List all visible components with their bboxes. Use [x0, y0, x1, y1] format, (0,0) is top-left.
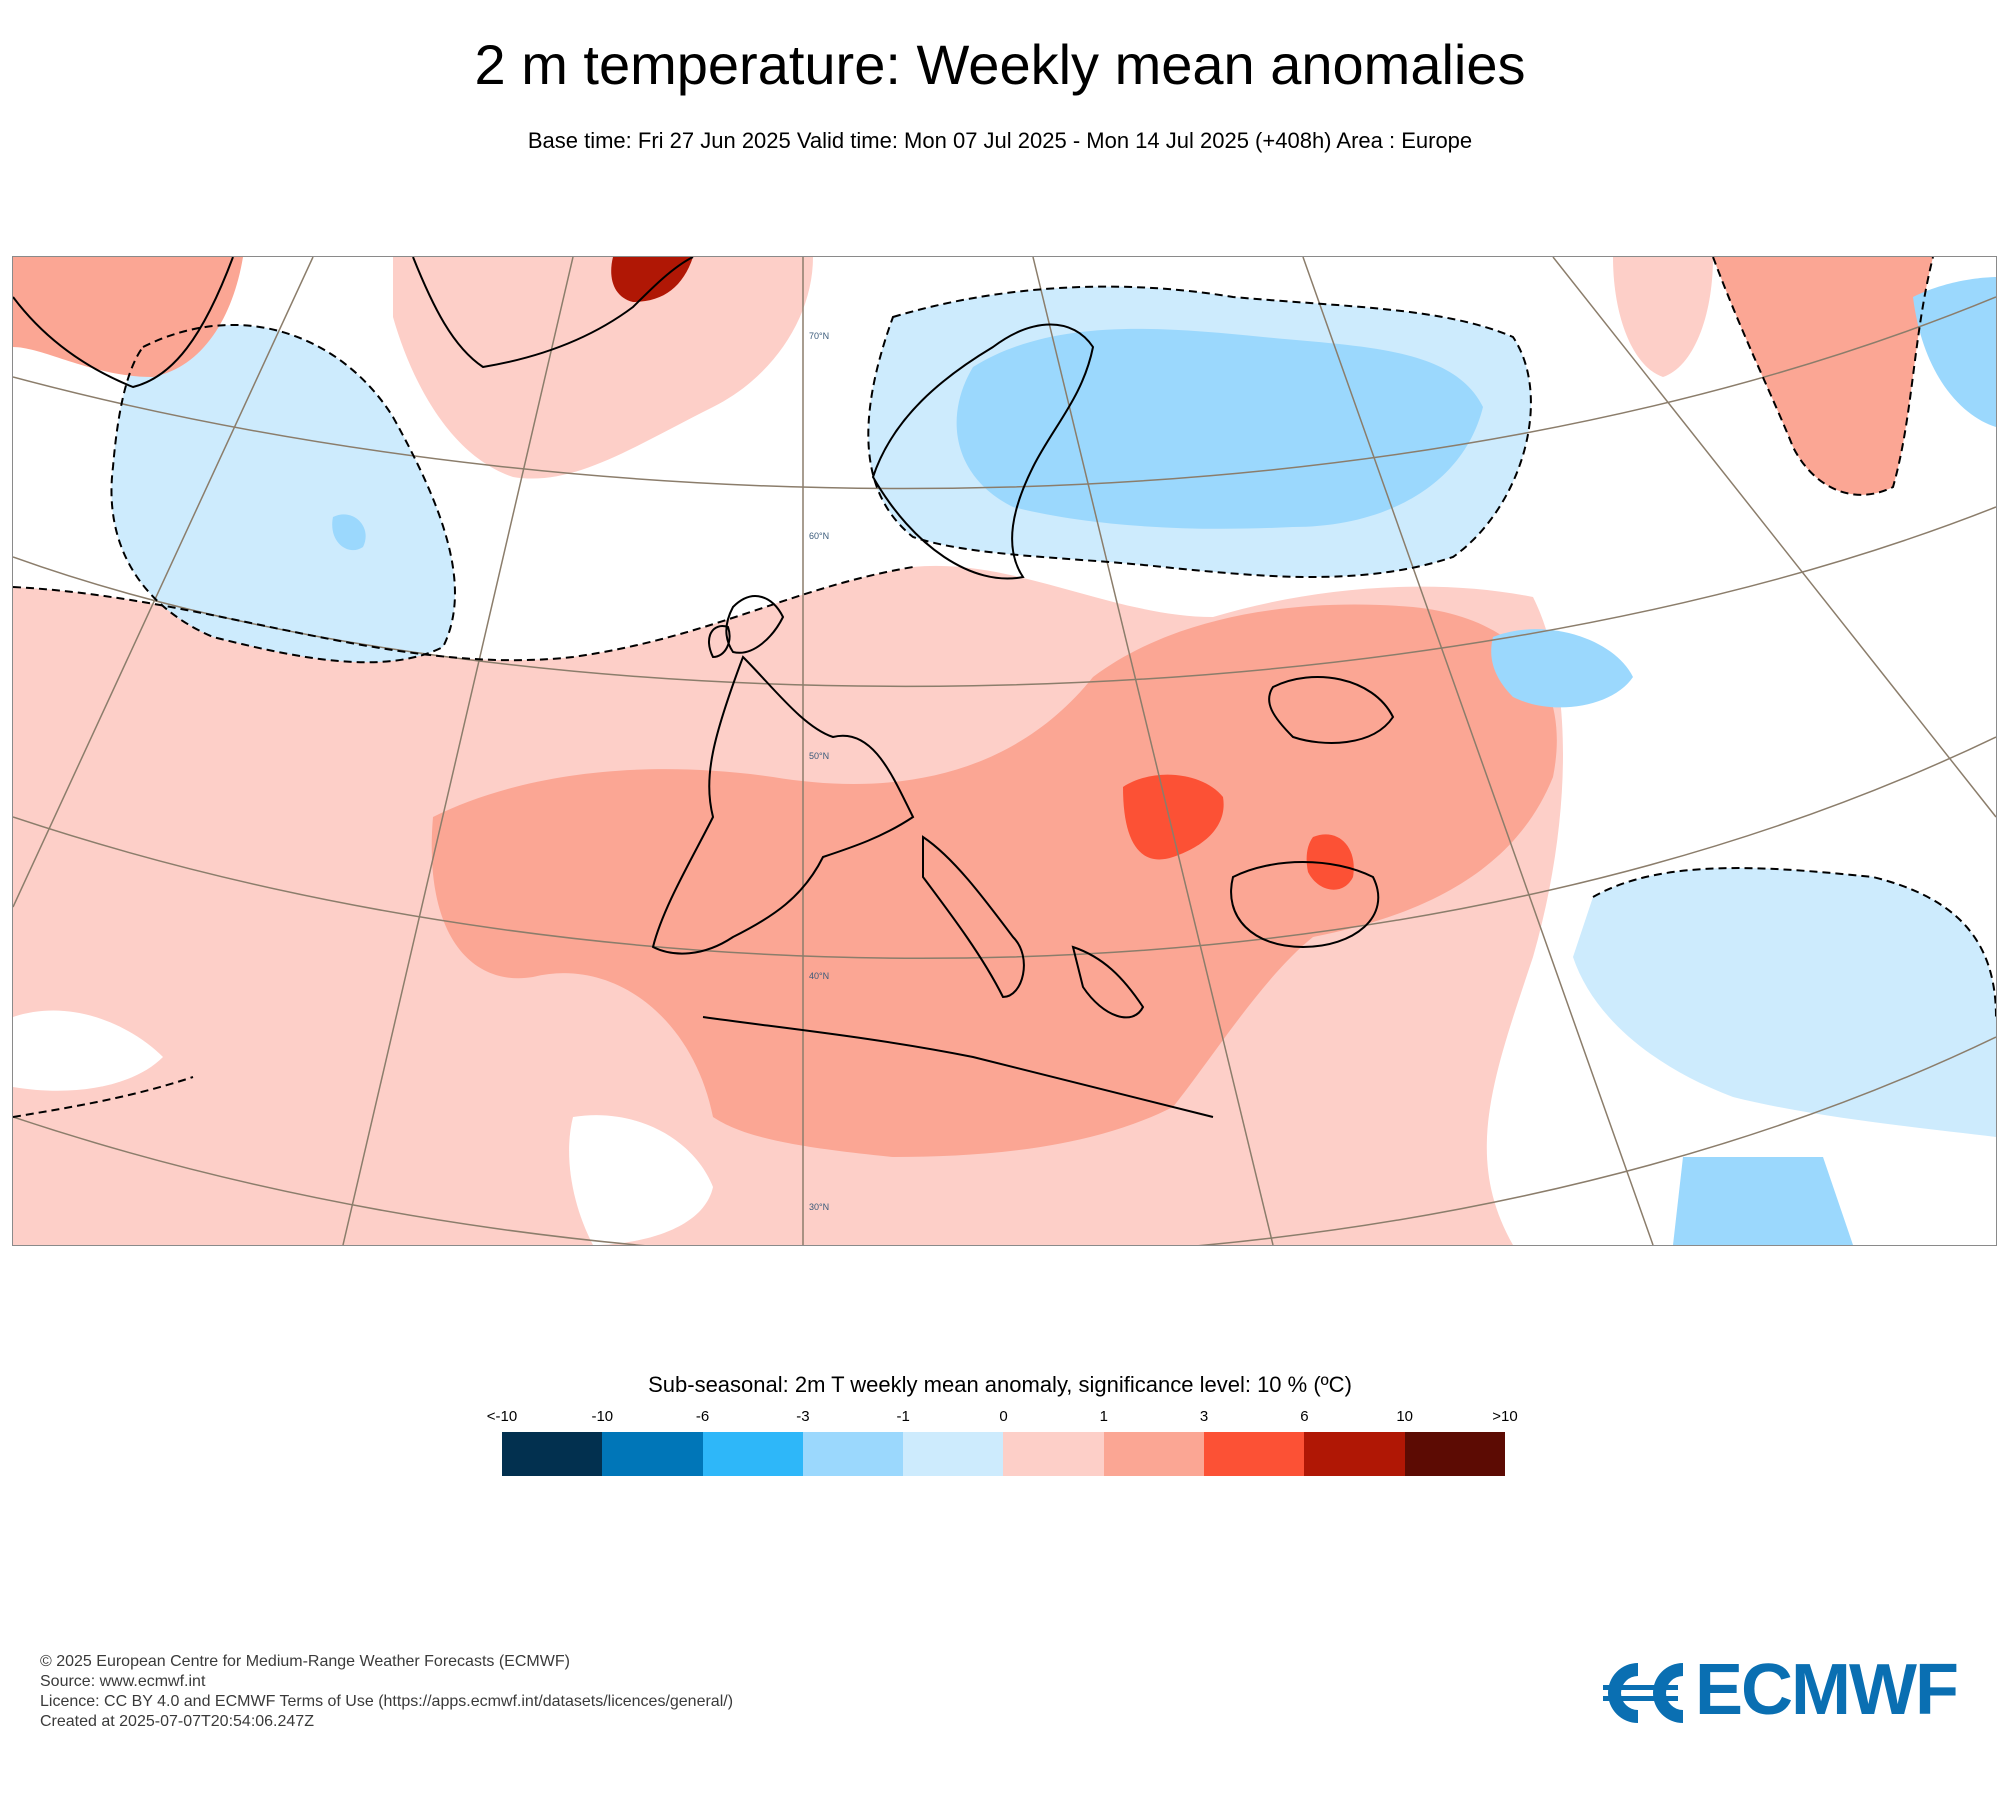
anomaly-region-greenland-warm	[393, 257, 813, 479]
chart-subtitle: Base time: Fri 27 Jun 2025 Valid time: M…	[527, 128, 1473, 153]
anomaly-region-balkan-hot	[1123, 774, 1224, 860]
legend-swatch	[602, 1432, 703, 1476]
legend-swatch	[1103, 1432, 1205, 1476]
footer-source: Source: www.ecmwf.int	[40, 1673, 206, 1690]
legend-swatch	[802, 1432, 904, 1476]
footer-copyright: © 2025 European Centre for Medium-Range …	[40, 1653, 570, 1670]
anomaly-region-asia-cool	[1573, 868, 1996, 1137]
legend-swatch	[1304, 1432, 1405, 1476]
lat-label-70n: 70°N	[809, 331, 829, 341]
legend-title: Sub-seasonal: 2m T weekly mean anomaly, …	[648, 1372, 1352, 1397]
graticule	[13, 257, 1996, 1245]
lat-label-40n: 40°N	[809, 971, 829, 981]
chart-title: 2 m temperature: Weekly mean anomalies	[474, 33, 1526, 96]
legend-label: -1	[896, 1408, 910, 1425]
legend-label: <-10	[486, 1408, 518, 1425]
legend-label: 0	[999, 1408, 1008, 1425]
legend-label: -3	[796, 1408, 810, 1425]
footer-created: Created at 2025-07-07T20:54:06.247Z	[40, 1713, 314, 1730]
logo-text: ECMWF	[1695, 1650, 1959, 1730]
legend-swatch	[903, 1432, 1004, 1476]
legend-label: 1	[1099, 1408, 1108, 1425]
legend-label: -10	[591, 1408, 614, 1425]
legend-label: >10	[1492, 1408, 1518, 1425]
ecmwf-logo-icon	[1603, 1663, 1683, 1723]
legend-label: -6	[695, 1408, 710, 1425]
anomaly-region-blacksea-hot	[1306, 834, 1354, 890]
legend-label: 10	[1396, 1408, 1414, 1425]
lat-label-30n: 30°N	[809, 1202, 829, 1212]
footer-licence: Licence: CC BY 4.0 and ECMWF Terms of Us…	[40, 1693, 734, 1710]
legend-swatch	[1204, 1432, 1305, 1476]
significance-contours	[13, 257, 1996, 1118]
footer-credits: © 2025 European Centre for Medium-Range …	[40, 1652, 733, 1732]
legend-swatch	[1404, 1432, 1505, 1476]
legend-labels: <-10 -10 -6 -3 -1 0 1 3 6 10 >10	[487, 1408, 1518, 1428]
legend-swatch	[702, 1432, 803, 1476]
legend-swatch	[502, 1432, 603, 1476]
coastlines	[13, 257, 1395, 1118]
lat-label-60n: 60°N	[809, 531, 829, 541]
legend-swatch	[1003, 1432, 1104, 1476]
anomaly-region-atlantic-cool	[111, 324, 455, 663]
legend-colorbar	[502, 1432, 1505, 1476]
legend-label: 6	[1300, 1408, 1309, 1425]
legend-label: 3	[1199, 1408, 1209, 1425]
lat-label-50n: 50°N	[809, 751, 829, 761]
anomaly-map: 70°N 60°N 50°N 40°N 30°N	[12, 256, 1997, 1246]
